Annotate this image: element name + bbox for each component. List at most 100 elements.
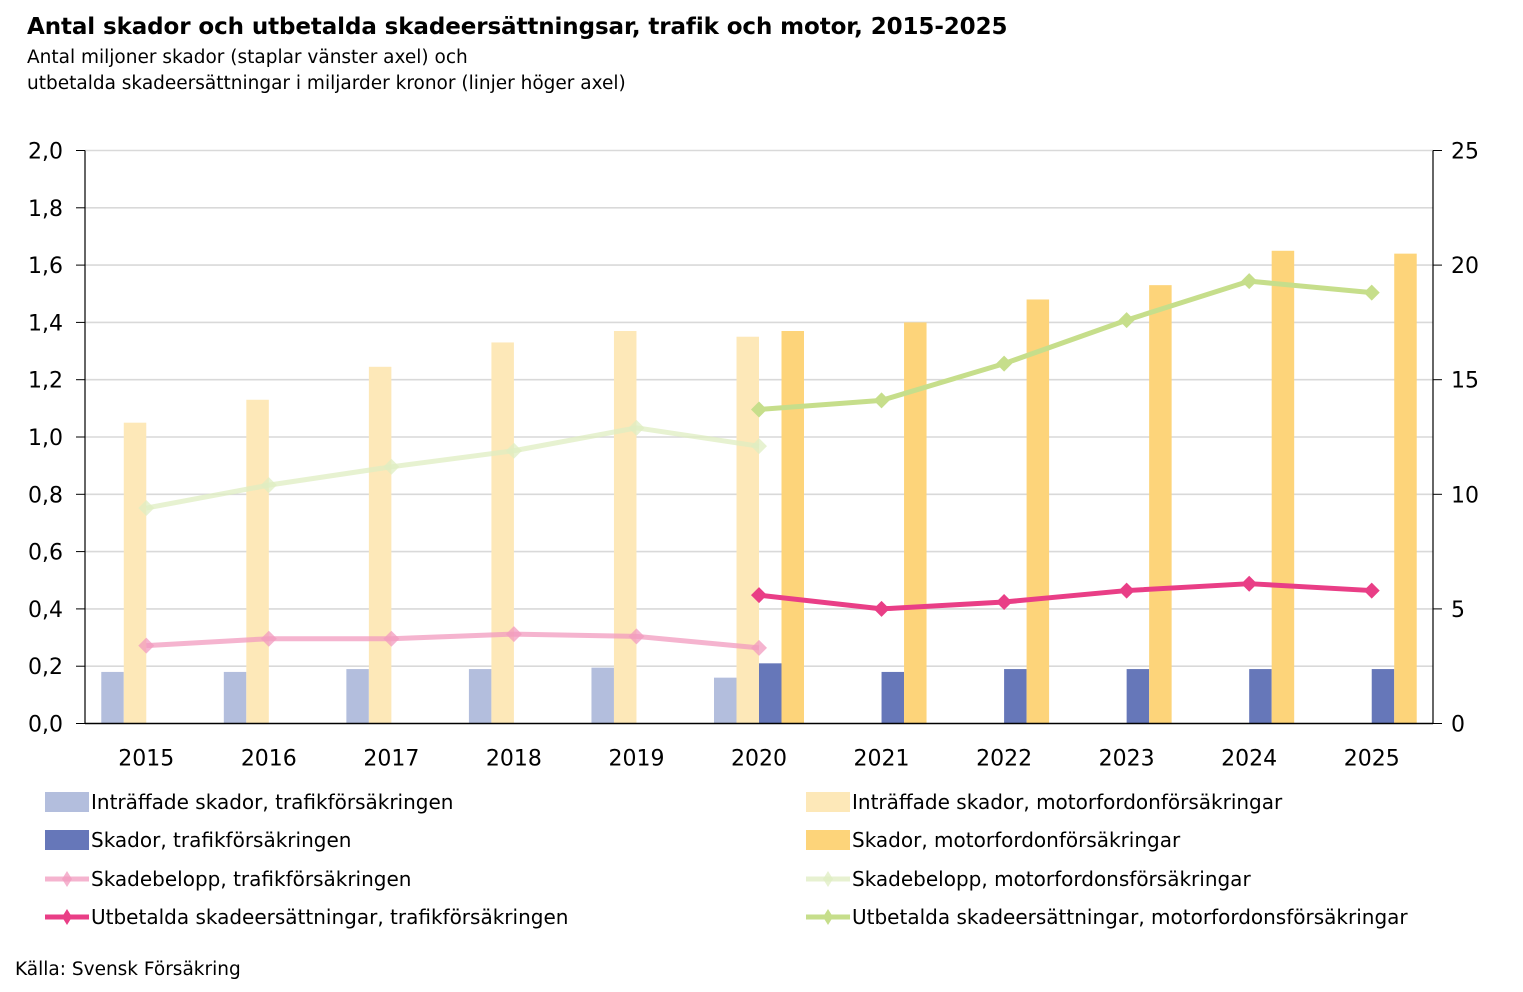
bar [759,663,782,724]
x-axis-tick-label: 2025 [1344,747,1400,772]
legend-line-swatch [45,871,89,887]
legend-label: Skadebelopp, trafikförsäkringen [91,867,412,891]
x-axis-tick-label: 2024 [1221,747,1277,772]
bar [101,671,124,724]
axes: 0,0 0,2 0,4 0,6 0,8 1,0 1,2 1,4 1,6 1,8 2,0 0 5 10 15 2… [28,140,1479,772]
bar [491,342,514,724]
legend-line-swatch [806,909,850,925]
x-axis-tick-label: 2019 [608,747,664,772]
data-point-marker [1241,575,1258,592]
x-axis-tick-label: 2018 [486,747,542,772]
legend-label: Skador, trafikförsäkringen [91,828,352,852]
x-axis-tick-label: 2020 [731,747,787,772]
series-line [758,581,1372,612]
source-note: Källa: Svensk Försäkring [15,959,241,980]
left-axis-tick-label: 1,8 [28,197,63,222]
data-point-marker [505,626,522,643]
legend-item: Skador, motorfordonförsäkringar [806,828,1180,852]
lines [138,273,1380,656]
legend-item: Inträffade skador, motorfordonförsäkring… [806,790,1282,814]
data-point-marker [1363,582,1380,599]
series-line [758,278,1372,412]
legend-item: Skadebelopp, motorfordonsförsäkringar [806,867,1251,891]
data-point-marker [628,628,645,645]
left-axis-tick-label: 0,6 [28,541,63,566]
data-point-marker [505,442,522,459]
left-axis-tick-label: 1,0 [28,426,63,451]
right-axis-tick-label: 5 [1451,598,1465,623]
bar [881,671,905,724]
data-point-marker [138,500,155,517]
legend-item: Skador, trafikförsäkringen [45,828,351,852]
data-point-marker [873,392,890,409]
x-axis-tick-label: 2022 [976,747,1032,772]
bar [1004,669,1027,724]
data-point-marker [996,594,1013,611]
legend-line-swatch [45,909,89,925]
bar [346,669,369,724]
legend-swatch [45,830,89,850]
legend-label: Inträffade skador, trafikförsäkringen [91,790,454,814]
chart-subtitle-line-2: utbetalda skadeersättningar i miljarder … [27,73,626,94]
series-line [145,425,760,511]
x-axis-tick-label: 2021 [854,747,910,772]
legend-swatch [806,792,850,812]
data-point-marker [138,637,155,654]
right-axis-tick-label: 0 [1451,713,1465,738]
data-point-marker [751,639,767,656]
bar [613,330,637,724]
data-point-marker [628,419,645,436]
left-axis-tick-label: 0,8 [28,483,63,508]
x-axis-tick-label: 2016 [241,747,297,772]
legend-line-swatch [806,871,850,887]
bar [368,366,392,724]
bars [101,250,1417,724]
legend-swatch [45,792,89,812]
legend-label: Utbetalda skadeersättningar, motorfordon… [852,905,1408,929]
left-axis-tick-label: 0,4 [28,598,63,623]
data-point-marker [383,630,400,647]
chart-subtitle-line-1: Antal miljoner skador (staplar vänster a… [27,47,468,68]
bar [123,422,147,724]
data-point-marker [1118,582,1135,599]
data-point-marker [1241,273,1258,290]
left-axis-tick-label: 2,0 [28,140,63,165]
bar [1126,669,1150,724]
legend-label: Inträffade skador, motorfordonförsäkring… [852,790,1283,814]
series-line [146,631,760,651]
x-axis-tick-label: 2023 [1099,747,1155,772]
left-axis-tick-label: 1,2 [28,369,63,394]
data-point-marker [1118,312,1135,329]
bar [1149,285,1172,724]
bar [1026,299,1050,724]
bar [246,399,269,724]
left-axis-tick-label: 0,0 [28,713,63,738]
bar [1249,669,1272,724]
bar [781,330,804,724]
bar [904,322,927,724]
data-point-marker [996,355,1013,372]
x-axis-tick-label: 2017 [363,747,419,772]
data-point-marker [751,587,767,604]
bar [1371,669,1395,724]
bar [736,336,759,724]
data-point-marker [383,458,400,475]
legend-label: Utbetalda skadeersättningar, trafikförsä… [91,905,569,929]
right-axis-tick-label: 10 [1451,483,1479,508]
right-axis-tick-label: 20 [1451,254,1479,279]
bar [223,671,247,724]
data-point-marker [260,630,277,647]
legend-item: Utbetalda skadeersättningar, motorfordon… [806,905,1408,929]
x-axis-tick-label: 2015 [118,747,174,772]
legend-item: Skadebelopp, trafikförsäkringen [45,867,411,891]
chart-title: Antal skador och utbetalda skadeersättni… [27,14,1008,40]
bar [468,669,492,724]
bar [1394,253,1417,724]
legend-label: Skadebelopp, motorfordonsförsäkringar [852,867,1251,891]
bar [591,667,614,724]
legend-item: Inträffade skador, trafikförsäkringen [45,790,453,814]
data-point-marker [873,600,890,617]
left-axis-tick-label: 0,2 [28,655,63,680]
bar [714,677,737,724]
left-axis-tick-label: 1,6 [28,254,63,279]
